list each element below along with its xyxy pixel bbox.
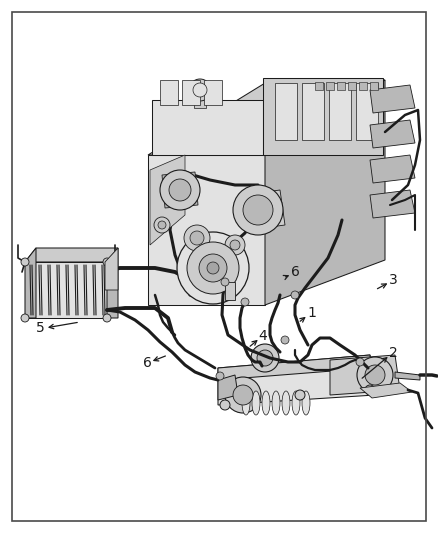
- Polygon shape: [194, 98, 206, 108]
- Polygon shape: [370, 155, 415, 183]
- Polygon shape: [204, 80, 222, 105]
- Circle shape: [225, 377, 261, 413]
- Polygon shape: [148, 155, 265, 305]
- Polygon shape: [265, 80, 385, 305]
- Polygon shape: [395, 372, 420, 380]
- Circle shape: [257, 350, 273, 366]
- Polygon shape: [370, 120, 415, 148]
- Ellipse shape: [262, 391, 270, 415]
- Circle shape: [21, 258, 29, 266]
- Circle shape: [158, 221, 166, 229]
- Circle shape: [357, 357, 393, 393]
- Circle shape: [221, 278, 229, 286]
- Ellipse shape: [282, 391, 290, 415]
- Circle shape: [233, 185, 283, 235]
- Ellipse shape: [292, 391, 300, 415]
- Polygon shape: [25, 262, 107, 318]
- Circle shape: [365, 385, 375, 395]
- Circle shape: [251, 344, 279, 372]
- Polygon shape: [329, 83, 351, 140]
- Text: 5: 5: [35, 321, 44, 335]
- Circle shape: [216, 372, 224, 380]
- Circle shape: [169, 179, 191, 201]
- Circle shape: [295, 390, 305, 400]
- Polygon shape: [225, 282, 235, 300]
- Polygon shape: [218, 355, 370, 380]
- Circle shape: [356, 358, 364, 366]
- Circle shape: [193, 83, 207, 97]
- Polygon shape: [370, 190, 415, 218]
- Polygon shape: [370, 82, 378, 90]
- Circle shape: [241, 298, 249, 306]
- Circle shape: [230, 240, 240, 250]
- Polygon shape: [315, 82, 323, 90]
- Polygon shape: [360, 383, 412, 398]
- Polygon shape: [263, 78, 383, 155]
- Ellipse shape: [302, 391, 310, 415]
- Polygon shape: [326, 82, 334, 90]
- Polygon shape: [25, 248, 36, 318]
- Circle shape: [21, 314, 29, 322]
- Polygon shape: [245, 190, 285, 230]
- Polygon shape: [370, 85, 415, 113]
- Circle shape: [154, 217, 170, 233]
- Polygon shape: [150, 155, 185, 245]
- Circle shape: [365, 365, 385, 385]
- Circle shape: [190, 231, 204, 245]
- Polygon shape: [275, 83, 297, 140]
- Text: 6: 6: [290, 265, 300, 279]
- Polygon shape: [182, 80, 200, 105]
- Circle shape: [225, 235, 245, 255]
- Polygon shape: [148, 80, 385, 155]
- Polygon shape: [348, 82, 356, 90]
- Polygon shape: [107, 248, 118, 318]
- Circle shape: [207, 262, 219, 274]
- Circle shape: [281, 336, 289, 344]
- Text: 4: 4: [258, 329, 267, 343]
- Circle shape: [243, 195, 273, 225]
- Circle shape: [103, 258, 111, 266]
- Circle shape: [184, 225, 210, 251]
- Circle shape: [160, 170, 200, 210]
- Circle shape: [199, 254, 227, 282]
- Polygon shape: [152, 100, 263, 155]
- Circle shape: [233, 385, 253, 405]
- Text: 1: 1: [307, 306, 316, 320]
- Text: 6: 6: [142, 356, 152, 370]
- Polygon shape: [25, 248, 118, 262]
- Polygon shape: [218, 355, 375, 405]
- Ellipse shape: [252, 391, 260, 415]
- Polygon shape: [337, 82, 345, 90]
- Ellipse shape: [272, 391, 280, 415]
- Polygon shape: [160, 80, 178, 105]
- Ellipse shape: [242, 391, 250, 415]
- Circle shape: [177, 232, 249, 304]
- Circle shape: [103, 314, 111, 322]
- Polygon shape: [218, 375, 238, 400]
- Text: 2: 2: [389, 346, 397, 360]
- Polygon shape: [105, 248, 118, 290]
- Circle shape: [187, 242, 239, 294]
- Text: 3: 3: [389, 273, 397, 287]
- Polygon shape: [359, 82, 367, 90]
- Circle shape: [220, 400, 230, 410]
- Polygon shape: [356, 83, 378, 140]
- Circle shape: [291, 291, 299, 299]
- Polygon shape: [302, 83, 324, 140]
- Polygon shape: [330, 355, 400, 395]
- Circle shape: [189, 79, 211, 101]
- Polygon shape: [162, 172, 198, 208]
